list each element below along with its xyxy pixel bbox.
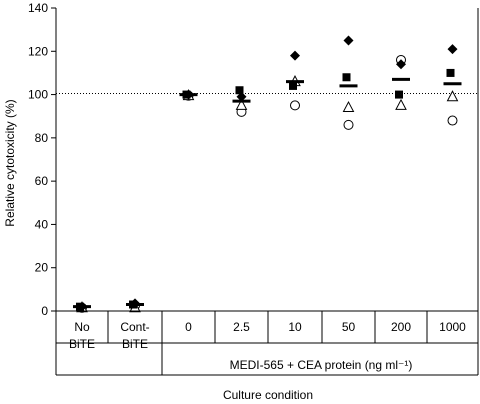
data-point-square [446, 68, 455, 77]
x-tick-label: 50 [342, 320, 356, 334]
x-tick-label: BiTE [69, 337, 95, 351]
x-tick-label: 1000 [439, 320, 466, 334]
x-tick-label: No [74, 320, 90, 334]
data-point-triangle [235, 98, 248, 110]
data-point-diamond [236, 91, 247, 102]
data-point-circle [290, 100, 300, 111]
data-point-triangle [395, 98, 407, 110]
data-point-square [395, 90, 403, 99]
data-point-diamond [396, 59, 406, 70]
y-axis: 0 20 40 60 80 100 120 140 [28, 1, 57, 318]
data-point-diamond [290, 50, 300, 61]
x-axis-title: Culture condition [223, 388, 313, 402]
data-point-diamond [447, 44, 458, 55]
y-tick-label: 0 [41, 304, 48, 318]
y-tick-label: 120 [28, 44, 48, 58]
data-point-triangle [446, 90, 459, 102]
data-point-triangle [342, 100, 355, 113]
plot-area [56, 8, 479, 313]
x-tick-label: 0 [185, 320, 192, 334]
y-tick-label: 140 [28, 1, 48, 15]
y-tick-label: 60 [35, 174, 49, 188]
data-point-square [342, 73, 351, 82]
x-axis: No BiTE Cont- BiTE 0 2.5 10 50 200 1000 [55, 310, 479, 376]
x-tick-label: BiTE [122, 337, 148, 351]
group-label: MEDI-565 + CEA protein (ng ml⁻¹) [230, 358, 413, 372]
y-tick-label: 40 [35, 217, 49, 231]
y-tick-label: 100 [28, 88, 48, 102]
x-tick-label: 10 [288, 320, 302, 334]
x-tick-label: 200 [391, 320, 411, 334]
data-point-diamond [343, 35, 354, 46]
data-point-circle [343, 119, 354, 130]
y-tick-label: 80 [35, 131, 49, 145]
y-tick-label: 20 [35, 261, 49, 275]
data-point-circle [447, 115, 458, 126]
y-axis-title: Relative cytotoxicity (%) [3, 99, 17, 226]
data-point-square [235, 86, 244, 95]
data-point-square [289, 81, 297, 90]
x-tick-label: 2.5 [233, 320, 250, 334]
x-tick-label: Cont- [120, 320, 149, 334]
